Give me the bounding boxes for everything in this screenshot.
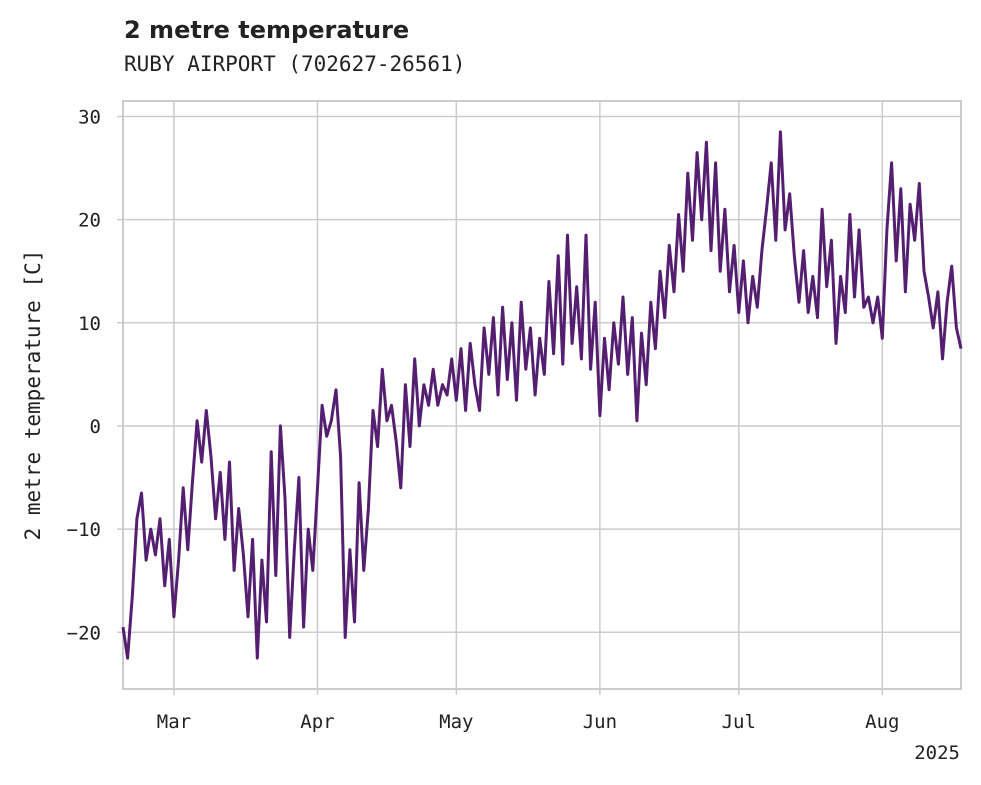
chart-subtitle: RUBY AIRPORT (702627-26561) bbox=[124, 52, 466, 76]
grid-lines bbox=[117, 101, 961, 695]
x-tick-label: May bbox=[439, 711, 473, 733]
x-tick-label: Jun bbox=[583, 711, 617, 733]
y-tick-label: −10 bbox=[67, 519, 101, 541]
x-tick-label: Aug bbox=[865, 711, 899, 733]
y-axis-label: 2 metre temperature [C] bbox=[21, 250, 45, 541]
y-tick-label: 30 bbox=[78, 106, 101, 128]
y-tick-label: 10 bbox=[78, 313, 101, 335]
x-year-label: 2025 bbox=[914, 742, 960, 764]
temperature-series-line bbox=[121, 130, 963, 660]
plot-frame bbox=[122, 100, 962, 690]
y-tick-labels: −20 −10 0 10 20 30 bbox=[67, 106, 101, 644]
y-tick-label: 20 bbox=[78, 210, 101, 232]
y-tick-label: −20 bbox=[67, 622, 101, 644]
x-tick-label: Apr bbox=[300, 711, 334, 733]
x-tick-label: Mar bbox=[157, 711, 191, 733]
series-group bbox=[121, 130, 963, 660]
chart-title: 2 metre temperature bbox=[124, 16, 410, 44]
x-tick-label: Jul bbox=[722, 711, 756, 733]
x-tick-labels: Mar Apr May Jun Jul Aug bbox=[157, 711, 900, 733]
y-tick-label: 0 bbox=[90, 416, 101, 438]
